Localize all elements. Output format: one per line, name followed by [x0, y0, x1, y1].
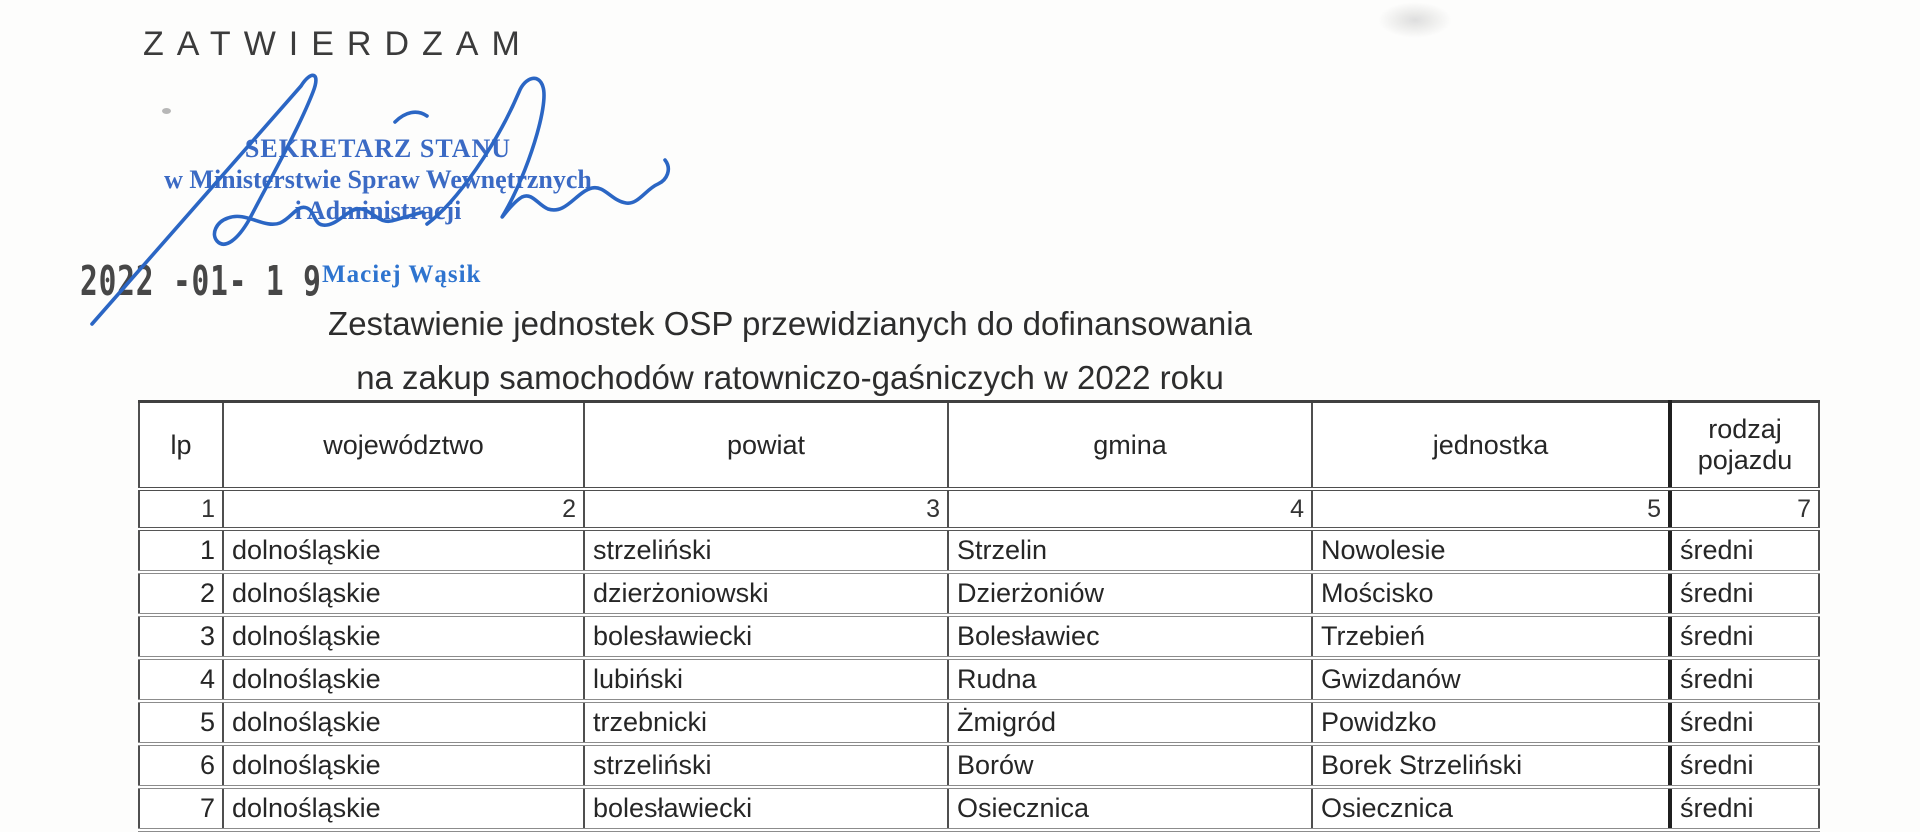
cell-wojewodztwo: dolnośląskie [222, 529, 585, 574]
cell-gmina: Borów [947, 744, 1313, 789]
document-title: Zestawienie jednostek OSP przewidzianych… [140, 297, 1440, 405]
table-row: 6 dolnośląskie strzeliński Borów Borek Strze… [138, 744, 1820, 789]
stamp-line-secretary: SEKRETARZ STANU [244, 134, 512, 163]
table-row: 1 dolnośląskie strzeliński Strzelin Nowolesi… [138, 529, 1820, 574]
stamp-line-ministry: w Ministerstwie Spraw Wewnętrznych [164, 165, 592, 194]
cell-powiat: lubiński [583, 658, 949, 703]
table-row: 3 dolnośląskie bolesławiecki Bolesławiec Trz… [138, 615, 1820, 660]
signer-name: Maciej Wąsik [322, 261, 482, 288]
cell-powiat: trzebnicki [583, 701, 949, 746]
column-number: 3 [583, 489, 949, 531]
column-header-powiat: powiat [583, 400, 949, 491]
funding-table-body: 1 2 3 4 5 7 1 dolnośląskie strzeliński Strzelin No… [138, 489, 1820, 832]
title-line-2: na zakup samochodów ratowniczo-gaśniczyc… [356, 359, 1224, 396]
cell-lp: 7 [138, 787, 224, 832]
stamp-line-administration: i Administracji [294, 196, 462, 225]
cell-wojewodztwo: dolnośląskie [222, 744, 585, 789]
cell-lp: 2 [138, 572, 224, 617]
cell-jednostka: Powidzko [1311, 701, 1671, 746]
cell-wojewodztwo: dolnośląskie [222, 658, 585, 703]
cell-gmina: Dzierżoniów [947, 572, 1313, 617]
cell-rodzaj: średni [1668, 658, 1820, 703]
column-number: 1 [138, 489, 224, 531]
cell-jednostka: Borek Strzeliński [1311, 744, 1671, 789]
column-number: 7 [1668, 489, 1820, 531]
table-row: 2 dolnośląskie dzierżoniowski Dzierżoniów Mo… [138, 572, 1820, 617]
cell-wojewodztwo: dolnośląskie [222, 787, 585, 832]
cell-jednostka: Gwizdanów [1311, 658, 1671, 703]
cell-rodzaj: średni [1668, 615, 1820, 660]
column-header-rodzaj: rodzaj pojazdu [1668, 400, 1820, 491]
column-header-gmina: gmina [947, 400, 1313, 491]
funding-table: lp województwo powiat gmina jednostka rodzaj … [138, 400, 1820, 832]
cell-gmina: Strzelin [947, 529, 1313, 574]
column-number: 5 [1311, 489, 1671, 531]
cell-jednostka: Osiecznica [1311, 787, 1671, 832]
cell-rodzaj: średni [1668, 572, 1820, 617]
cell-powiat: strzeliński [583, 529, 949, 574]
funding-table-header: lp województwo powiat gmina jednostka rodzaj … [138, 400, 1820, 491]
cell-gmina: Rudna [947, 658, 1313, 703]
cell-jednostka: Nowolesie [1311, 529, 1671, 574]
ministry-stamp: SEKRETARZ STANU w Ministerstwie Spraw We… [88, 134, 668, 226]
date-stamp: 2022 -01- 1 9 [80, 258, 322, 306]
column-header-lp: lp [138, 400, 224, 491]
column-number: 4 [947, 489, 1313, 531]
cell-wojewodztwo: dolnośląskie [222, 572, 585, 617]
column-header-wojewodztwo: województwo [222, 400, 585, 491]
cell-powiat: bolesławiecki [583, 787, 949, 832]
table-row: 5 dolnośląskie trzebnicki Żmigród Powidzko śr… [138, 701, 1820, 746]
cell-gmina: Osiecznica [947, 787, 1313, 832]
cell-wojewodztwo: dolnośląskie [222, 701, 585, 746]
cell-gmina: Bolesławiec [947, 615, 1313, 660]
cell-wojewodztwo: dolnośląskie [222, 615, 585, 660]
title-line-1: Zestawienie jednostek OSP przewidzianych… [328, 305, 1252, 342]
cell-gmina: Żmigród [947, 701, 1313, 746]
cell-lp: 3 [138, 615, 224, 660]
scanned-document-page: ZATWIERDZAM SEKRETARZ STANU w Ministerst… [80, 2, 1820, 832]
approval-label: ZATWIERDZAM [143, 25, 533, 63]
cell-lp: 6 [138, 744, 224, 789]
cell-powiat: dzierżoniowski [583, 572, 949, 617]
cell-lp: 1 [138, 529, 224, 574]
cell-powiat: bolesławiecki [583, 615, 949, 660]
cell-rodzaj: średni [1668, 529, 1820, 574]
cell-lp: 5 [138, 701, 224, 746]
cell-jednostka: Mościsko [1311, 572, 1671, 617]
table-row: 7 dolnośląskie bolesławiecki Osiecznica Osie… [138, 787, 1820, 832]
column-header-jednostka: jednostka [1311, 400, 1671, 491]
cell-lp: 4 [138, 658, 224, 703]
cell-rodzaj: średni [1668, 744, 1820, 789]
table-row: 4 dolnośląskie lubiński Rudna Gwizdanów średn… [138, 658, 1820, 703]
cell-rodzaj: średni [1668, 701, 1820, 746]
column-number: 2 [222, 489, 585, 531]
cell-rodzaj: średni [1668, 787, 1820, 832]
cell-jednostka: Trzebień [1311, 615, 1671, 660]
scan-smudge [1378, 2, 1452, 38]
scan-speck [162, 108, 171, 114]
cell-powiat: strzeliński [583, 744, 949, 789]
